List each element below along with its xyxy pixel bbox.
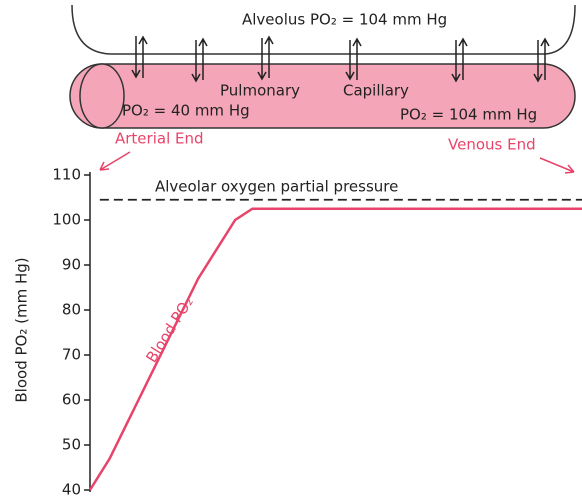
pulmonary-label: Pulmonary [220, 82, 300, 100]
y-tick-label: 100 [52, 211, 81, 229]
venous-po2: PO₂ = 104 mm Hg [400, 106, 537, 124]
y-tick-label: 110 [52, 166, 81, 184]
y-tick-label: 60 [62, 391, 81, 409]
alveolar-label: Alveolar oxygen partial pressure [155, 178, 398, 196]
arterial-po2: PO₂ = 40 mm Hg [122, 102, 250, 120]
y-tick-label: 90 [62, 256, 81, 274]
y-tick-label: 40 [62, 481, 81, 499]
y-tick-label: 50 [62, 436, 81, 454]
arterial-end: Arterial End [115, 130, 204, 148]
series-line [88, 207, 582, 491]
y-tick-label: 80 [62, 301, 81, 319]
exchange-arrows [131, 35, 550, 83]
capillary-label: Capillary [343, 82, 409, 100]
end-arrows [99, 151, 575, 174]
y-axis-label: Blood PO₂ (mm Hg) [13, 257, 31, 402]
y-tick-label: 70 [62, 346, 81, 364]
blood-po2-label: Blood PO₂ [142, 294, 196, 366]
alveolus-label: Alveolus PO₂ = 104 mm Hg [242, 11, 447, 29]
venous-end: Venous End [448, 136, 536, 154]
alveolus-wall [71, 4, 576, 55]
